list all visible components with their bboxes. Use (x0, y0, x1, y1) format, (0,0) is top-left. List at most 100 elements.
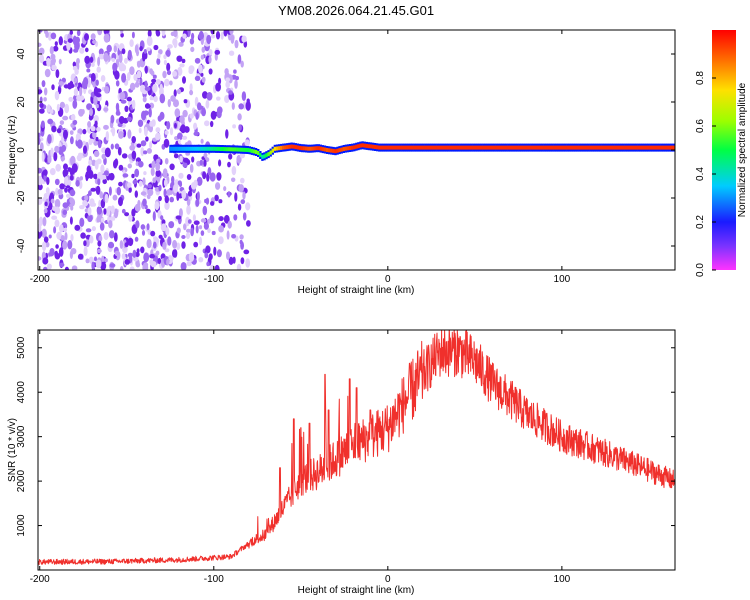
noise-speck (147, 188, 154, 197)
trace-cell (296, 145, 300, 150)
trace-cell (332, 148, 335, 153)
noise-speck (129, 144, 136, 151)
noise-speck (131, 31, 135, 39)
noise-speck (202, 91, 208, 99)
noise-speck (79, 47, 85, 54)
noise-speck (84, 195, 89, 201)
trace-cell (526, 145, 529, 150)
noise-speck (95, 136, 99, 142)
noise-speck (165, 227, 170, 236)
noise-speck (51, 125, 57, 133)
noise-speck (120, 32, 124, 38)
noise-speck (167, 236, 172, 246)
trace-cell (605, 145, 609, 150)
trace-cell (169, 146, 172, 151)
trace-cell (536, 145, 540, 150)
noise-speck (228, 90, 233, 95)
noise-speck (158, 234, 163, 239)
noise-speck (166, 70, 172, 76)
trace-cell (171, 146, 174, 151)
noise-speck (45, 252, 49, 259)
trace-cell (328, 148, 331, 153)
noise-speck (127, 49, 132, 60)
noise-speck (153, 95, 158, 103)
noise-speck (79, 176, 83, 181)
trace-cell (405, 145, 408, 150)
trace-cell (177, 146, 180, 151)
noise-speck (59, 224, 64, 233)
trace-cell (384, 145, 387, 150)
trace-cell (445, 145, 448, 150)
noise-speck (114, 158, 119, 167)
noise-speck (189, 113, 194, 119)
noise-speck (118, 164, 124, 171)
trace-cell (363, 143, 366, 148)
noise-speck (39, 142, 44, 152)
noise-speck (69, 30, 74, 35)
noise-speck (245, 258, 251, 268)
noise-speck (83, 145, 87, 154)
trace-cell (286, 145, 289, 150)
noise-speck (67, 38, 73, 43)
noise-speck (207, 228, 211, 234)
noise-speck (167, 99, 171, 108)
noise-speck (61, 135, 65, 143)
noise-speck (44, 201, 48, 207)
trace-cell (461, 145, 465, 150)
noise-speck (231, 102, 235, 110)
trace-cell (277, 146, 281, 151)
noise-speck (76, 154, 82, 161)
noise-speck (142, 177, 146, 186)
noise-speck (155, 169, 161, 177)
trace-cell (194, 146, 197, 151)
noise-speck (138, 160, 144, 168)
trace-cell (616, 145, 619, 150)
noise-speck (70, 248, 77, 255)
noise-speck (100, 261, 107, 270)
noise-speck (89, 56, 94, 63)
noise-speck (97, 139, 102, 149)
trace-cell (438, 145, 442, 150)
trace-cell (635, 145, 638, 150)
noise-speck (129, 39, 134, 47)
trace-cell (538, 145, 542, 150)
noise-speck (243, 249, 250, 255)
trace-cell (428, 145, 431, 150)
noise-speck (55, 244, 59, 249)
noise-speck (182, 162, 188, 168)
noise-speck (149, 141, 153, 149)
noise-speck (115, 102, 120, 112)
noise-speck (208, 49, 213, 56)
trace-cell (192, 146, 195, 151)
y-tick-label: -20 (16, 190, 27, 205)
trace-cell (288, 144, 291, 149)
colorbar-tick-label: 0.4 (695, 167, 706, 181)
noise-speck (218, 199, 223, 204)
noise-speck (82, 128, 87, 135)
noise-speck (38, 222, 42, 233)
noise-speck (96, 66, 101, 73)
noise-speck (114, 70, 120, 80)
noise-speck (64, 176, 69, 187)
noise-speck (157, 257, 162, 265)
x-tick-label: -100 (204, 274, 224, 285)
noise-speck (41, 152, 45, 162)
noise-speck (111, 57, 115, 63)
noise-speck (151, 160, 156, 169)
noise-speck (127, 182, 132, 188)
noise-speck (154, 201, 160, 211)
noise-speck (176, 227, 181, 234)
noise-speck (139, 77, 143, 87)
trace-cell (612, 145, 615, 150)
trace-cell (348, 146, 352, 150)
noise-speck (103, 124, 109, 130)
noise-speck (87, 206, 92, 216)
trace-cell (392, 145, 396, 150)
noise-speck (186, 198, 191, 206)
noise-speck (64, 103, 70, 114)
noise-speck (53, 151, 58, 162)
trace-cell (338, 148, 341, 153)
noise-speck (152, 211, 156, 222)
noise-speck (210, 120, 214, 128)
noise-speck (98, 235, 103, 242)
